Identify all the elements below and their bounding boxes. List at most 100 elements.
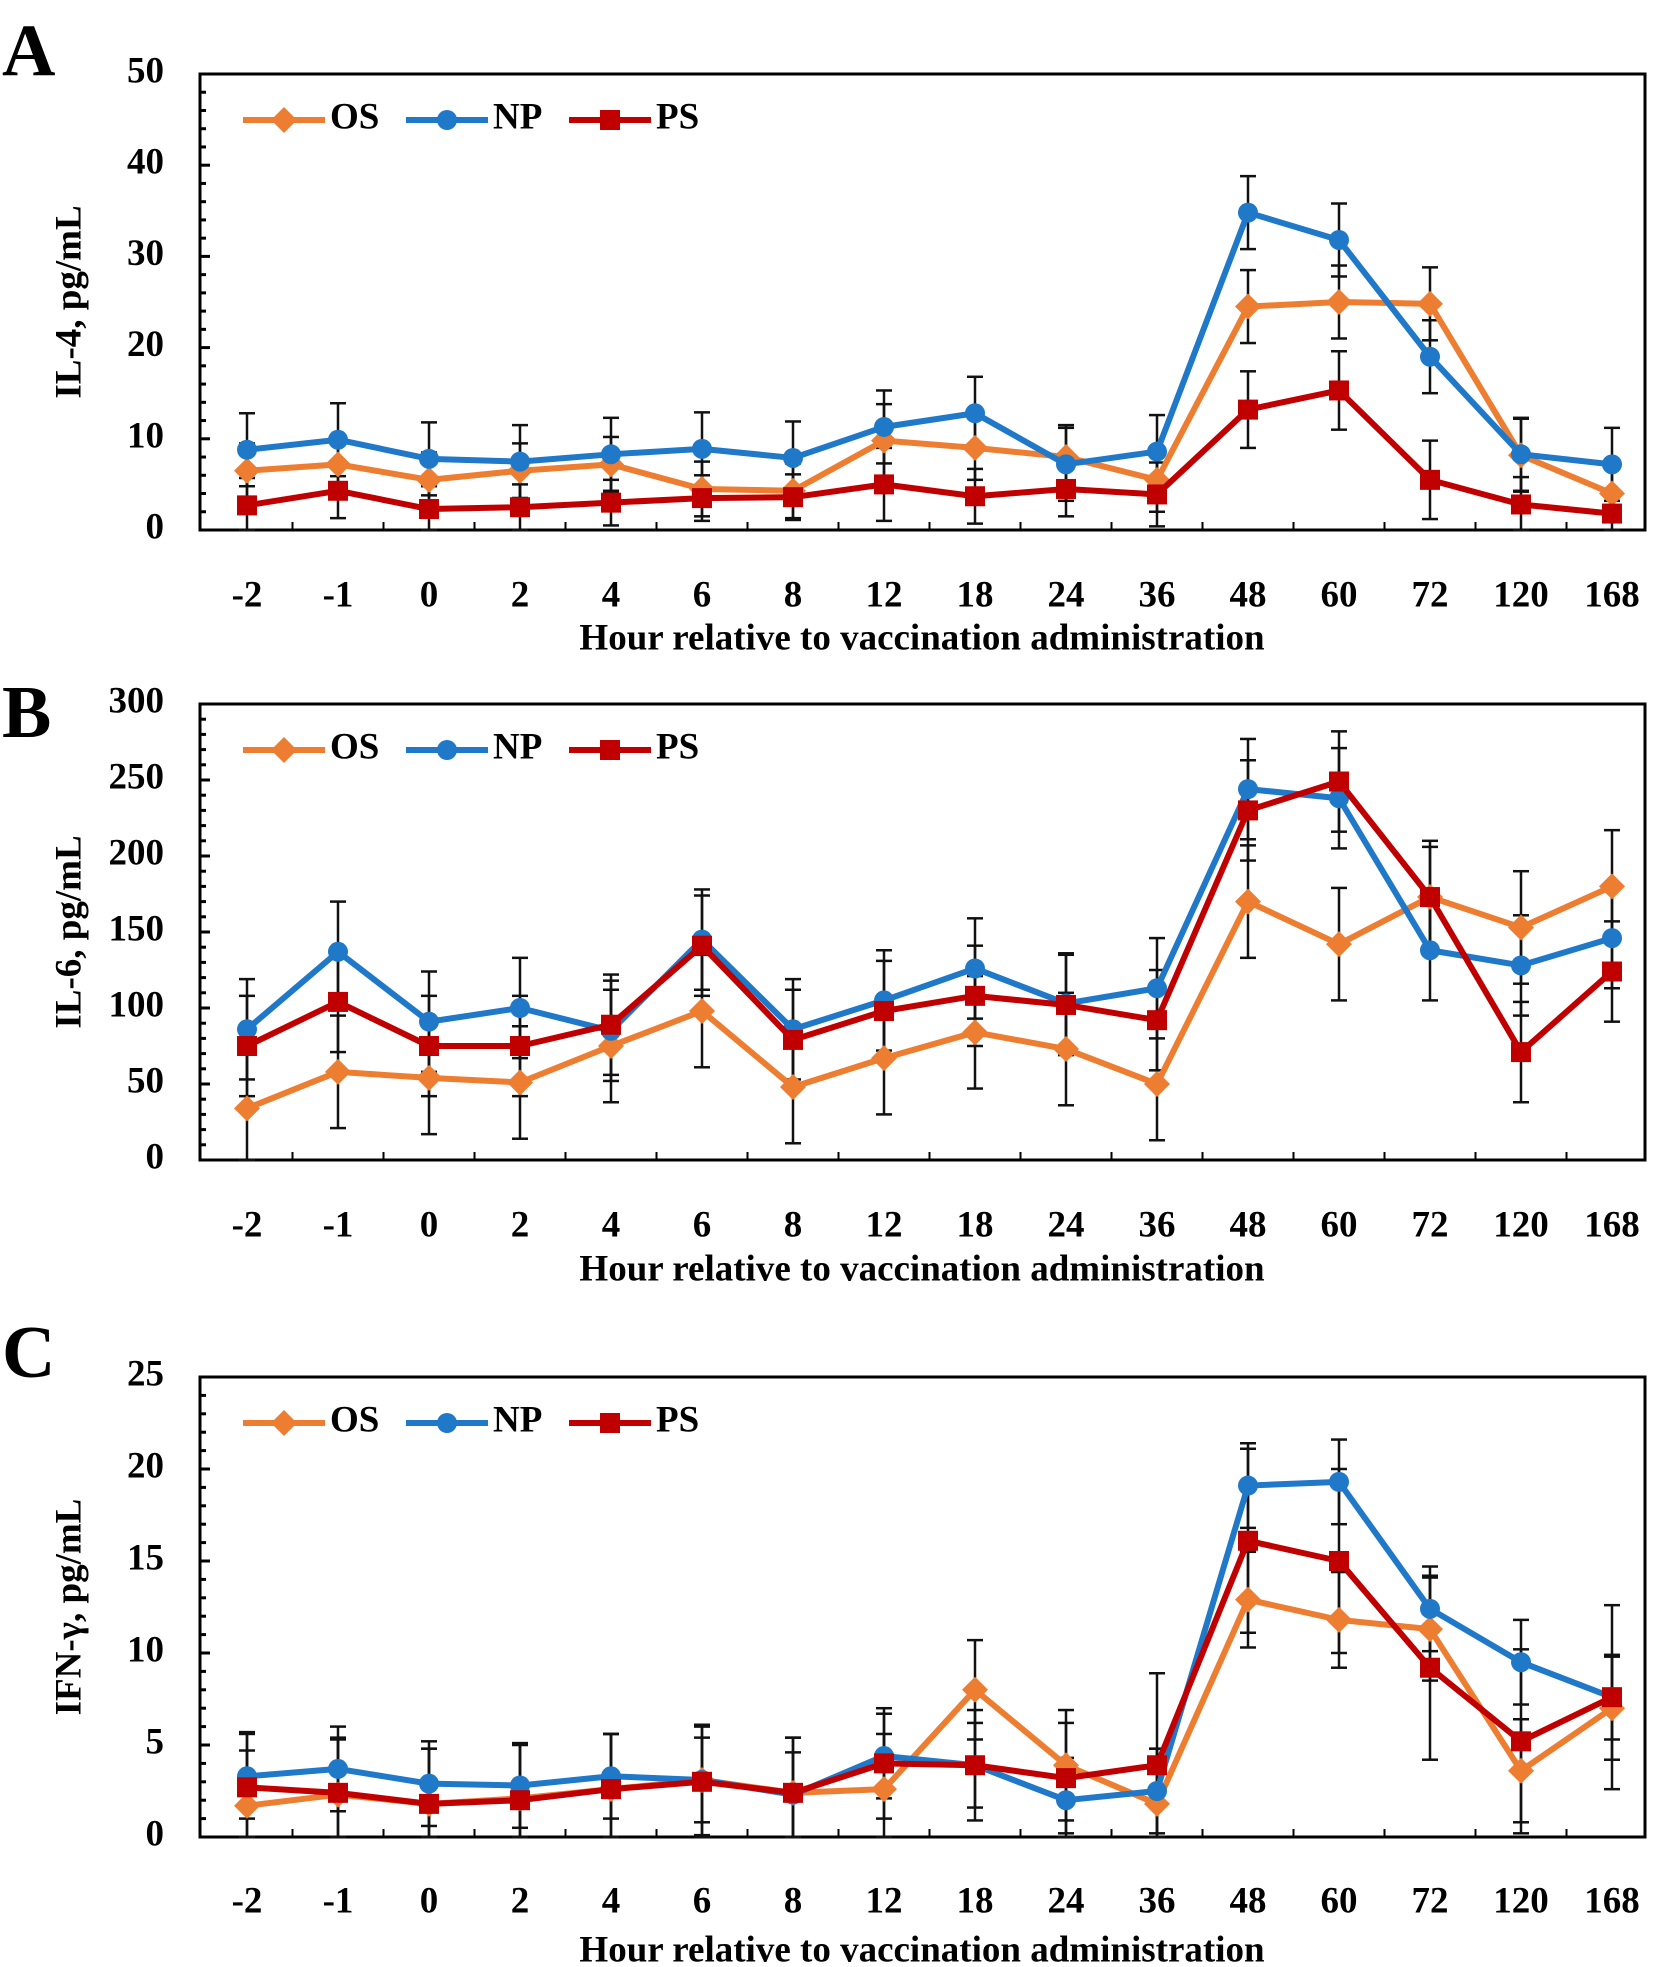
series-line-ps <box>246 387 1613 517</box>
data-point-ps <box>874 474 894 495</box>
x-tick-label: 6 <box>693 1880 712 1921</box>
series-line-np <box>245 786 1613 1034</box>
data-point-np <box>1056 1790 1076 1811</box>
data-point-np <box>237 439 257 460</box>
x-tick-label: 18 <box>957 1880 994 1921</box>
data-point-np <box>1420 346 1440 367</box>
data-point-np <box>328 941 348 962</box>
x-tick-label: 24 <box>1048 1880 1085 1921</box>
legend-marker-os <box>271 107 297 133</box>
y-tick-label: 20 <box>127 324 164 365</box>
data-point-ps <box>237 495 257 516</box>
x-tick-label: 12 <box>866 1880 903 1921</box>
data-point-ps <box>237 1036 257 1056</box>
data-point-os <box>871 1045 897 1072</box>
data-point-ps <box>1511 494 1531 515</box>
legend-marker-os <box>271 1410 297 1436</box>
data-point-np <box>328 1758 348 1779</box>
x-axis-title: Hour relative to vaccination administrat… <box>579 1929 1265 1967</box>
data-point-ps <box>1420 469 1440 490</box>
panel-letter: C <box>2 1312 55 1394</box>
data-point-ps <box>1329 771 1349 792</box>
data-point-np <box>1602 454 1622 475</box>
data-point-np <box>1147 978 1167 999</box>
data-point-ps <box>328 991 348 1012</box>
data-point-ps <box>1147 484 1167 505</box>
series-line-os <box>246 1596 1614 1809</box>
x-tick-label: 0 <box>420 1880 439 1921</box>
data-point-ps <box>419 1793 439 1814</box>
legend-marker-ps <box>600 110 620 130</box>
y-tick-label: 200 <box>109 832 165 873</box>
data-point-np <box>419 1011 439 1032</box>
x-tick-label: 18 <box>957 574 994 615</box>
y-tick-label: 10 <box>127 1629 164 1670</box>
y-axis-title: IFN-γ, pg/mL <box>48 1499 89 1716</box>
y-tick-label: 30 <box>127 233 164 274</box>
data-point-os <box>962 434 988 461</box>
data-point-ps <box>1329 1551 1349 1571</box>
x-tick-label: -1 <box>323 1204 354 1245</box>
panel-letter: A <box>2 10 55 92</box>
x-tick-label: 120 <box>1493 574 1549 615</box>
data-point-os <box>416 466 442 493</box>
plot-frame <box>198 702 1647 1162</box>
data-point-os <box>1235 293 1261 320</box>
data-point-ps <box>1602 503 1622 524</box>
data-point-os <box>1599 480 1625 507</box>
y-tick-label: 25 <box>127 1353 164 1394</box>
data-point-ps <box>1238 800 1258 821</box>
data-point-ps <box>1602 1687 1622 1708</box>
x-tick-label: 6 <box>693 574 712 615</box>
x-tick-label: -2 <box>232 1880 263 1921</box>
x-tick-label: 18 <box>957 1204 994 1245</box>
data-point-ps <box>692 488 712 509</box>
x-tick-label: 168 <box>1584 574 1640 615</box>
data-point-os <box>234 1792 260 1819</box>
plot-frame <box>198 1375 1647 1839</box>
data-point-np <box>237 1019 257 1040</box>
data-point-ps <box>874 1001 894 1022</box>
data-point-np <box>1511 1652 1531 1673</box>
data-point-ps <box>692 1771 712 1792</box>
data-point-os <box>598 1033 624 1059</box>
legend-label-os: OS <box>330 1399 379 1440</box>
data-point-os <box>1053 1036 1079 1063</box>
data-point-ps <box>510 1036 530 1056</box>
x-tick-label: 72 <box>1412 1880 1449 1921</box>
y-tick-label: 50 <box>127 1060 164 1101</box>
x-tick-label: 48 <box>1230 574 1267 615</box>
data-point-np <box>1147 1781 1167 1801</box>
x-tick-label: 0 <box>420 1204 439 1245</box>
data-point-os <box>325 1058 351 1085</box>
x-axis-title: Hour relative to vaccination administrat… <box>579 1248 1265 1289</box>
data-point-ps <box>328 1782 348 1803</box>
plot-frame <box>198 72 1647 532</box>
x-tick-label: 24 <box>1048 1204 1085 1245</box>
data-point-ps <box>237 1777 257 1798</box>
x-tick-label: 60 <box>1321 574 1358 615</box>
legend-label-ps: PS <box>656 96 699 137</box>
data-point-os <box>1326 931 1352 958</box>
legend-marker-ps <box>600 1413 620 1433</box>
data-point-np <box>1511 955 1531 976</box>
data-point-np <box>510 451 530 472</box>
y-tick-label: 0 <box>146 506 165 547</box>
x-tick-label: 36 <box>1139 1880 1176 1921</box>
data-point-ps <box>1329 380 1349 401</box>
data-point-ps <box>419 1036 439 1056</box>
data-point-os <box>689 998 715 1025</box>
y-tick-label: 50 <box>127 50 164 91</box>
legend-marker-ps <box>600 740 620 760</box>
data-point-os <box>416 1064 442 1091</box>
series-line-ps <box>245 778 1614 1056</box>
y-tick-label: 20 <box>127 1445 164 1486</box>
y-tick-label: 15 <box>127 1537 164 1578</box>
x-tick-label: 8 <box>784 1880 803 1921</box>
data-point-os <box>1508 914 1534 941</box>
legend-label-ps: PS <box>656 726 699 767</box>
legend-label-np: NP <box>493 1399 542 1440</box>
data-point-ps <box>601 1779 621 1800</box>
x-tick-label: 4 <box>602 1204 621 1245</box>
